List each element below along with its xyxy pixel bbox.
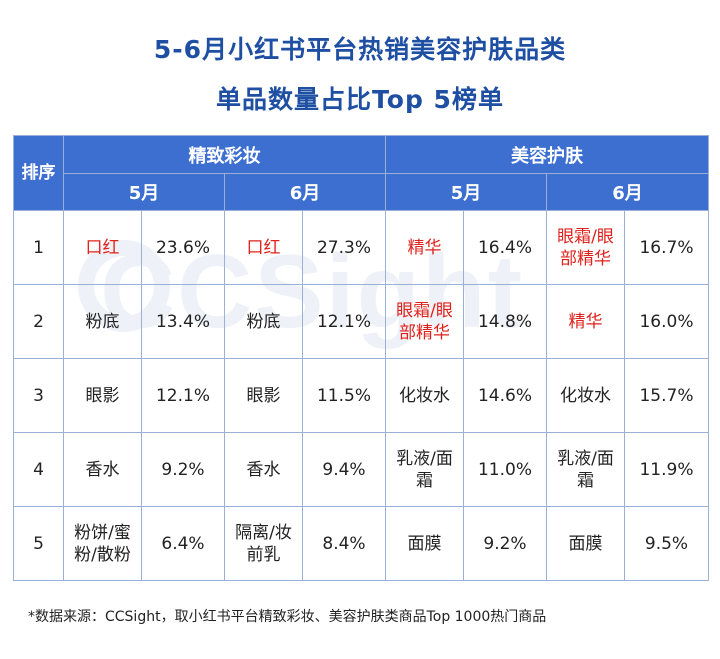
share-percent-cell: 11.0%: [463, 432, 547, 507]
share-percent-cell: 9.5%: [624, 506, 709, 581]
header-skincare-june: 6月: [546, 173, 709, 211]
header-makeup-june: 6月: [224, 173, 386, 211]
share-percent-cell: 23.6%: [141, 210, 225, 285]
header-rank: 排序: [13, 135, 64, 211]
chart-title-line-2: 单品数量占比Top 5榜单: [216, 85, 504, 114]
share-percent-cell: 16.0%: [624, 284, 709, 359]
table-row: 5 粉饼/蜜粉/散粉 6.4% 隔离/妆前乳 8.4% 面膜 9.2% 面膜 9.5%: [13, 506, 709, 581]
rank-cell: 2: [13, 284, 64, 359]
table-body: 1 口红 23.6% 口红 27.3% 精华 16.4% 眼霜/眼部精华 16.7% 2 粉底 13.…: [13, 210, 709, 581]
share-percent-cell: 14.6%: [463, 358, 547, 433]
share-percent-cell: 11.5%: [302, 358, 386, 433]
table-row: 4 香水 9.2% 香水 9.4% 乳液/面霜 11.0% 乳液/面霜 11.9%: [13, 432, 709, 507]
category-name-cell: 乳液/面霜: [546, 432, 625, 507]
share-percent-cell: 15.7%: [624, 358, 709, 433]
share-percent-cell: 9.2%: [141, 432, 225, 507]
category-name-cell: 精华: [385, 210, 464, 285]
header-makeup-may: 5月: [63, 173, 225, 211]
category-name-cell: 口红: [224, 210, 303, 285]
rank-cell: 3: [13, 358, 64, 433]
ranking-table: 排序 精致彩妆 美容护肤 5月 6月 5月 6月 1 口红 23.6% 口红 27.3%…: [13, 135, 709, 581]
share-percent-cell: 11.9%: [624, 432, 709, 507]
share-percent-cell: 12.1%: [302, 284, 386, 359]
category-name-cell: 面膜: [385, 506, 464, 581]
category-name-cell: 隔离/妆前乳: [224, 506, 303, 581]
category-name-cell: 香水: [224, 432, 303, 507]
category-name-cell: 眼霜/眼部精华: [546, 210, 625, 285]
category-name-cell: 粉饼/蜜粉/散粉: [63, 506, 142, 581]
category-name-cell: 化妆水: [546, 358, 625, 433]
table-row: 1 口红 23.6% 口红 27.3% 精华 16.4% 眼霜/眼部精华 16.7%: [13, 210, 709, 285]
chart-title-line-1: 5-6月小红书平台热销美容护肤品类: [153, 35, 567, 64]
category-name-cell: 粉底: [224, 284, 303, 359]
category-name-cell: 眼影: [224, 358, 303, 433]
rank-cell: 4: [13, 432, 64, 507]
category-name-cell: 口红: [63, 210, 142, 285]
table-row: 3 眼影 12.1% 眼影 11.5% 化妆水 14.6% 化妆水 15.7%: [13, 358, 709, 433]
rank-cell: 5: [13, 506, 64, 581]
share-percent-cell: 8.4%: [302, 506, 386, 581]
category-name-cell: 眼霜/眼部精华: [385, 284, 464, 359]
rank-cell: 1: [13, 210, 64, 285]
category-name-cell: 乳液/面霜: [385, 432, 464, 507]
header-group-skincare: 美容护肤: [385, 135, 709, 174]
share-percent-cell: 13.4%: [141, 284, 225, 359]
share-percent-cell: 14.8%: [463, 284, 547, 359]
share-percent-cell: 27.3%: [302, 210, 386, 285]
category-name-cell: 粉底: [63, 284, 142, 359]
source-footnote: *数据来源：CCSight，取小红书平台精致彩妆、美容护肤类商品Top 1000…: [28, 609, 547, 625]
share-percent-cell: 9.4%: [302, 432, 386, 507]
category-name-cell: 眼影: [63, 358, 142, 433]
header-group-makeup: 精致彩妆: [63, 135, 386, 174]
category-name-cell: 化妆水: [385, 358, 464, 433]
category-name-cell: 香水: [63, 432, 142, 507]
category-name-cell: 精华: [546, 284, 625, 359]
share-percent-cell: 6.4%: [141, 506, 225, 581]
header-skincare-may: 5月: [385, 173, 547, 211]
share-percent-cell: 16.4%: [463, 210, 547, 285]
share-percent-cell: 9.2%: [463, 506, 547, 581]
share-percent-cell: 12.1%: [141, 358, 225, 433]
share-percent-cell: 16.7%: [624, 210, 709, 285]
category-name-cell: 面膜: [546, 506, 625, 581]
table-row: 2 粉底 13.4% 粉底 12.1% 眼霜/眼部精华 14.8% 精华 16.0%: [13, 284, 709, 359]
